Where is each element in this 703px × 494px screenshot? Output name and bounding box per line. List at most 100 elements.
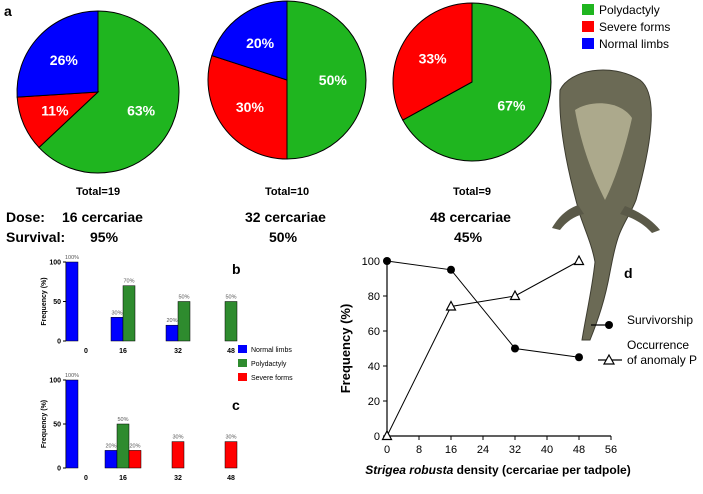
bar-b-normal-limbs-16 <box>110 317 124 342</box>
bar-b-normal-limbs-0 <box>65 261 79 342</box>
panel-label-b: b <box>232 261 241 277</box>
line-d-xlabel: Strigea robusta density (cercariae per t… <box>365 463 630 477</box>
bar-c-normal-limbs-0 <box>65 379 79 469</box>
panel-label-d: d <box>624 265 633 281</box>
bar-c-value-label: 30% <box>172 435 183 441</box>
legend-label-severe: Severe forms <box>599 20 670 34</box>
line-d-point-survivorship <box>383 257 391 265</box>
survival-label: Survival: <box>6 229 65 245</box>
bar-legend-swatch-normal <box>238 345 247 353</box>
line-d-xtick-label: 56 <box>605 444 617 456</box>
line-d-ytick-label: 20 <box>368 396 380 408</box>
line-d-ylabel: Frequency (%) <box>338 304 353 394</box>
bar-c-ytick-label: 100 <box>49 378 61 385</box>
pie-2-slice-severe-forms <box>392 2 473 121</box>
survival-16: 95% <box>90 229 119 245</box>
bar-b-ytick-label: 50 <box>53 299 61 306</box>
line-d-ytick-label: 60 <box>368 326 380 338</box>
legend-swatch-polydactyly <box>582 4 594 15</box>
bar-c-ytick-label: 50 <box>53 422 61 429</box>
line-legend: Survivorship Occurrence of anomaly P <box>591 313 697 367</box>
bar-legend-swatch-severe <box>238 373 247 381</box>
bar-c-value-label: 100% <box>65 373 79 379</box>
bar-legend-polydactyly: Polydactyly <box>251 361 287 368</box>
line-d-ytick-label: 80 <box>368 291 380 303</box>
line-d-xlabel-rest: density (cercariae per tadpole) <box>453 463 630 477</box>
bar-b-value-label: 20% <box>166 318 177 324</box>
line-d-series-0 <box>386 260 580 358</box>
legend-label-anomaly: of anomaly P <box>627 353 697 367</box>
legend-label-survivorship: Survivorship <box>627 313 693 327</box>
dose-label: Dose: <box>6 209 45 225</box>
dose-summary: Total=19 Total=10 Total=9 Dose: 16 cerca… <box>6 186 511 245</box>
line-d-series-1 <box>386 260 580 437</box>
total-16: Total=19 <box>76 186 120 198</box>
pie-charts: 63% 11% 26% 50% 30% 20% 67% 33% <box>16 0 552 174</box>
bar-b-ytick-label: 0 <box>57 339 61 346</box>
line-d-ytick-label: 0 <box>374 431 380 443</box>
line-d-xtick-label: 32 <box>509 444 521 456</box>
bar-legend-swatch-polydactyly <box>238 359 247 367</box>
bar-b-value-label: 100% <box>65 255 79 261</box>
tadpole-photo <box>552 69 660 341</box>
bar-c-polydactyly-16 <box>116 423 130 469</box>
bar-chart-b: 0 50 100 Frequency (%) 0 16 32 48 100% 30% 20% 70% 5… <box>41 255 238 355</box>
bar-b-value-label: 50% <box>178 295 189 301</box>
bar-c-severe-forms-16 <box>128 450 142 469</box>
dose-32: 32 cercariae <box>245 209 326 225</box>
bar-c-normal-limbs-16 <box>104 450 118 469</box>
pie-1-label-polydactyly: 50% <box>319 72 348 88</box>
bar-legend-normal: Normal limbs <box>251 347 292 354</box>
line-d-point-anomaly <box>381 429 393 441</box>
pie-1-label-severe-forms: 30% <box>236 99 265 115</box>
line-d-ytick-label: 100 <box>362 256 380 268</box>
bar-b-xtick-label: 0 <box>84 348 88 355</box>
line-chart-d: 0 20 40 60 80 100 0 8 16 24 32 40 48 56 Frequency (%) S… <box>338 254 631 477</box>
panel-label-a: a <box>4 3 12 19</box>
line-d-xtick-label: 48 <box>573 444 585 456</box>
bar-b-xtick-label: 32 <box>174 348 182 355</box>
survival-48: 45% <box>454 229 483 245</box>
line-d-xtick-label: 24 <box>477 444 489 456</box>
legend-marker-survivorship <box>605 321 613 329</box>
bar-legend-severe: Severe forms <box>251 375 293 382</box>
bar-c-severe-forms-48 <box>224 441 238 469</box>
pie-1-slice-normal-limbs <box>211 0 288 81</box>
line-d-point-survivorship <box>447 265 455 274</box>
bar-c-value-label: 20% <box>105 443 116 449</box>
line-d-ytick-label: 40 <box>368 361 380 373</box>
bar-b-value-label: 50% <box>225 295 236 301</box>
line-d-xtick-label: 8 <box>416 444 422 456</box>
total-32: Total=10 <box>265 186 309 198</box>
pie-0-slice-polydactyly <box>38 10 180 174</box>
pie-0-label-polydactyly: 63% <box>127 103 156 119</box>
bar-c-ylabel: Frequency (%) <box>41 400 48 448</box>
bar-c-value-label: 30% <box>225 435 236 441</box>
line-d-point-survivorship <box>511 344 519 353</box>
bar-b-xtick-label: 48 <box>227 348 235 355</box>
bar-b-polydactyly-48 <box>224 301 238 342</box>
bar-b-polydactyly-16 <box>122 285 136 342</box>
pie-1-label-normal-limbs: 20% <box>246 35 275 51</box>
bar-c-xtick-label: 16 <box>119 475 127 482</box>
pie-1-slice-severe-forms <box>207 54 288 160</box>
pie-legend: Polydactyly Severe forms Normal limbs <box>582 3 670 51</box>
bar-c-xtick-label: 48 <box>227 475 235 482</box>
survival-32: 50% <box>269 229 298 245</box>
bar-b-polydactyly-32 <box>177 301 191 342</box>
pie-2-label-polydactyly: 67% <box>497 97 526 113</box>
bar-c-xtick-label: 32 <box>174 475 182 482</box>
bar-b-xtick-label: 16 <box>119 348 127 355</box>
pie-0-label-severe-forms: 11% <box>41 103 69 119</box>
pie-0-slice-normal-limbs <box>16 10 99 98</box>
bar-c-ytick-label: 0 <box>57 466 61 473</box>
legend-swatch-severe <box>582 21 594 32</box>
line-d-point-anomaly <box>445 300 457 311</box>
dose-16: 16 cercariae <box>62 209 143 225</box>
pie-2-slice-polydactyly <box>402 2 552 162</box>
bar-b-value-label: 70% <box>123 279 134 285</box>
panel-label-c: c <box>232 397 240 413</box>
pie-0-label-normal-limbs: 26% <box>50 52 79 68</box>
legend-label-occurrence: Occurrence <box>627 338 689 352</box>
